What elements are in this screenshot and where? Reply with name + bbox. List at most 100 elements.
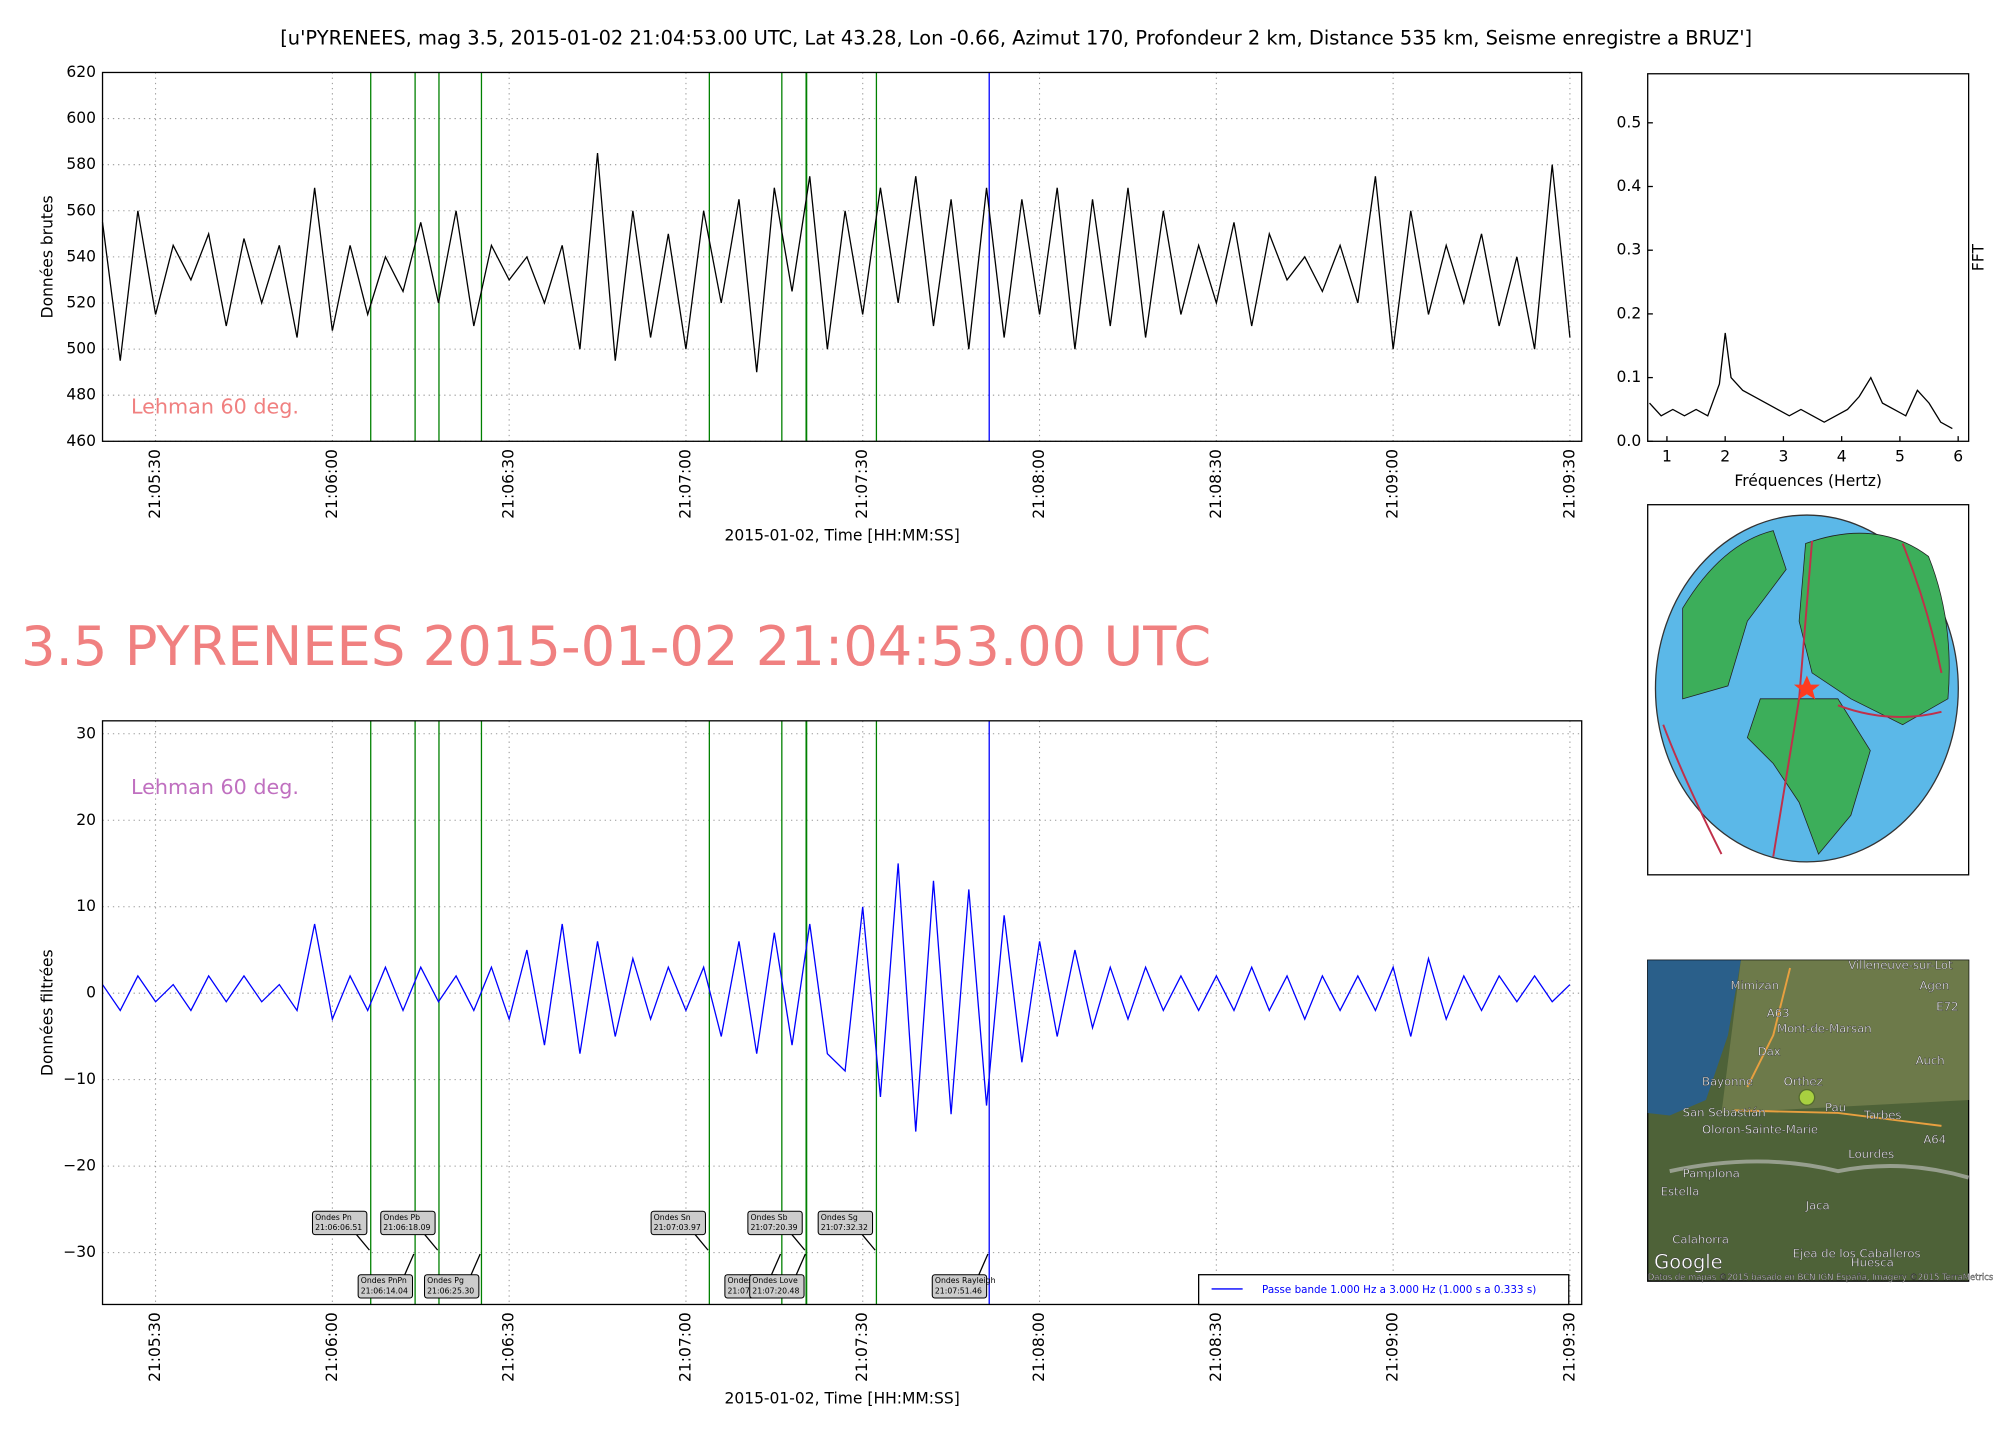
plot-frame — [101, 71, 1583, 442]
y-tick-label: 0.5 — [1617, 113, 1642, 131]
x-tick-label: 4 — [1837, 447, 1847, 465]
map-label: Oloron-Sainte-Marie — [1702, 1122, 1818, 1136]
x-tick-label: 3 — [1778, 447, 1788, 465]
x-tick-label: 21:08:30 — [1207, 1312, 1225, 1382]
annotation-time: 21:07:03.97 — [654, 1223, 701, 1232]
annotation-time: 21:07:32.32 — [821, 1223, 868, 1232]
plot-frame — [101, 720, 1583, 1306]
y-tick-label: −30 — [63, 1243, 96, 1261]
x-tick-label: 1 — [1662, 447, 1672, 465]
annotation-label: Ondes Pb — [383, 1213, 420, 1222]
x-tick-label: 21:07:00 — [676, 449, 694, 519]
x-tick-label: 21:08:00 — [1030, 1312, 1048, 1382]
annotation-arrow — [795, 1253, 806, 1275]
annotation-time: 21:07:51.46 — [935, 1287, 982, 1296]
map-label: Agen — [1919, 979, 1949, 993]
x-tick-label: 21:08:00 — [1030, 449, 1048, 519]
map-label: Villeneuve-sur-Lot — [1848, 958, 1953, 972]
y-tick-label: 560 — [66, 201, 96, 219]
annotation-label: Ondes Pn — [315, 1213, 352, 1222]
map-label: Ejea de los Caballeros — [1793, 1247, 1921, 1261]
trace — [101, 863, 1571, 1132]
map-label: Bayonne — [1702, 1074, 1753, 1088]
trace — [1649, 332, 1953, 430]
map-label: Datos de mapas ©2015 basado en BCN IGN E… — [1648, 1272, 1994, 1282]
annotation-label: Ondes Sb — [750, 1213, 787, 1222]
x-tick-label: 21:08:30 — [1207, 449, 1225, 519]
land — [1682, 530, 1787, 700]
y-tick-label: 500 — [66, 340, 96, 358]
map-label: A63 — [1767, 1006, 1790, 1020]
event-heading: 3.5 PYRENEES 2015-01-02 21:04:53.00 UTC — [21, 615, 1211, 678]
sea — [1647, 960, 1741, 1116]
phase-annotation: Ondes Love 21:07:20.48 — [749, 1253, 806, 1299]
map-label: Orthez — [1784, 1074, 1823, 1088]
y-tick-label: 0 — [86, 984, 96, 1002]
x-tick-label: 21:07:30 — [853, 1312, 871, 1382]
y-tick-label: 460 — [66, 432, 96, 450]
annotation-arrow — [791, 1234, 806, 1251]
plot-area — [1647, 73, 1969, 442]
annotation-box — [931, 1274, 988, 1299]
globe — [1647, 504, 1970, 876]
annotation: Lehman 60 deg. — [131, 395, 299, 419]
page-title: [u'PYRENEES, mag 3.5, 2015-01-02 21:04:5… — [280, 26, 1752, 49]
map-label: Estella — [1661, 1184, 1700, 1198]
x-tick-label: 21:07:00 — [676, 1312, 694, 1382]
annotation-time: 21:06:06.51 — [315, 1223, 362, 1232]
y-tick-label: 520 — [66, 293, 96, 311]
x-tick-label: 5 — [1895, 447, 1905, 465]
annotation-time: 21:06:14.04 — [361, 1287, 408, 1296]
x-tick-label: 21:06:00 — [323, 1312, 341, 1382]
annotation: Lehman 60 deg. — [131, 775, 299, 799]
x-tick-label: 21:05:30 — [146, 1312, 164, 1382]
map-label: Google — [1654, 1251, 1722, 1274]
plot-area — [102, 72, 1582, 442]
map-label: A64 — [1923, 1133, 1946, 1147]
y-axis-label: Données filtrées — [39, 949, 57, 1076]
land — [1798, 532, 1950, 726]
x-axis-label: Fréquences (Hertz) — [1734, 472, 1881, 490]
y-tick-label: 620 — [66, 63, 96, 81]
map-label: San Sebastián — [1683, 1105, 1766, 1119]
plot-frame — [1647, 73, 1970, 442]
y-tick-label: 0.2 — [1617, 304, 1642, 322]
y-tick-label: 10 — [76, 897, 96, 915]
map-label: Auch — [1916, 1054, 1945, 1068]
plot-area — [102, 720, 1582, 1305]
annotation-box — [749, 1274, 805, 1299]
annotation-arrow — [978, 1253, 989, 1275]
annotation-arrow — [404, 1253, 415, 1275]
map: Villeneuve-sur-Lot Mimizan Agen A63 E72 Mont-… — [1647, 958, 1994, 1282]
land — [1746, 698, 1871, 855]
road — [1734, 967, 1942, 1127]
annotation-arrow — [770, 1253, 782, 1275]
x-tick-label: 21:09:30 — [1560, 449, 1578, 519]
annotation-time: 21:07:20.48 — [752, 1287, 799, 1296]
phase-annotation: Ondes Pg 21:06:25.30 — [423, 1253, 481, 1299]
map-label: Huesca — [1851, 1256, 1894, 1270]
phase-annotation: Ondes Rayleigh 21:07:51.46 — [931, 1253, 996, 1299]
map-label: Lourdes — [1848, 1147, 1894, 1161]
x-tick-label: 21:06:00 — [323, 449, 341, 519]
legend-label: Passe bande 1.000 Hz a 3.000 Hz (1.000 s… — [1262, 1284, 1536, 1296]
annotation-label: Ondes Pg — [427, 1276, 464, 1285]
map-label: Tarbes — [1863, 1108, 1902, 1122]
annotation-box — [357, 1274, 414, 1299]
annotation-box — [817, 1210, 874, 1236]
legend: Passe bande 1.000 Hz a 3.000 Hz (1.000 s… — [1198, 1274, 1570, 1306]
x-axis-label: 2015-01-02, Time [HH:MM:SS] — [724, 526, 959, 544]
plot: 0.0 0.1 0.2 0.3 0.4 0.5 1 2 3 4 5 6 FFT Fréquences (H… — [1617, 73, 1987, 490]
x-tick-label: 21:06:30 — [500, 449, 518, 519]
trace — [101, 153, 1571, 373]
annotation-label: Ondes Rayleigh — [935, 1276, 996, 1285]
map-label: E72 — [1936, 999, 1958, 1013]
x-tick-label: 21:09:30 — [1560, 1312, 1578, 1382]
map-label: Pamplona — [1683, 1166, 1740, 1180]
y-tick-label: 0.4 — [1617, 177, 1642, 195]
annotation-time: 21:06:18.09 — [383, 1223, 430, 1232]
y-tick-label: 480 — [66, 386, 96, 404]
x-tick-label: 21:09:00 — [1384, 1312, 1402, 1382]
